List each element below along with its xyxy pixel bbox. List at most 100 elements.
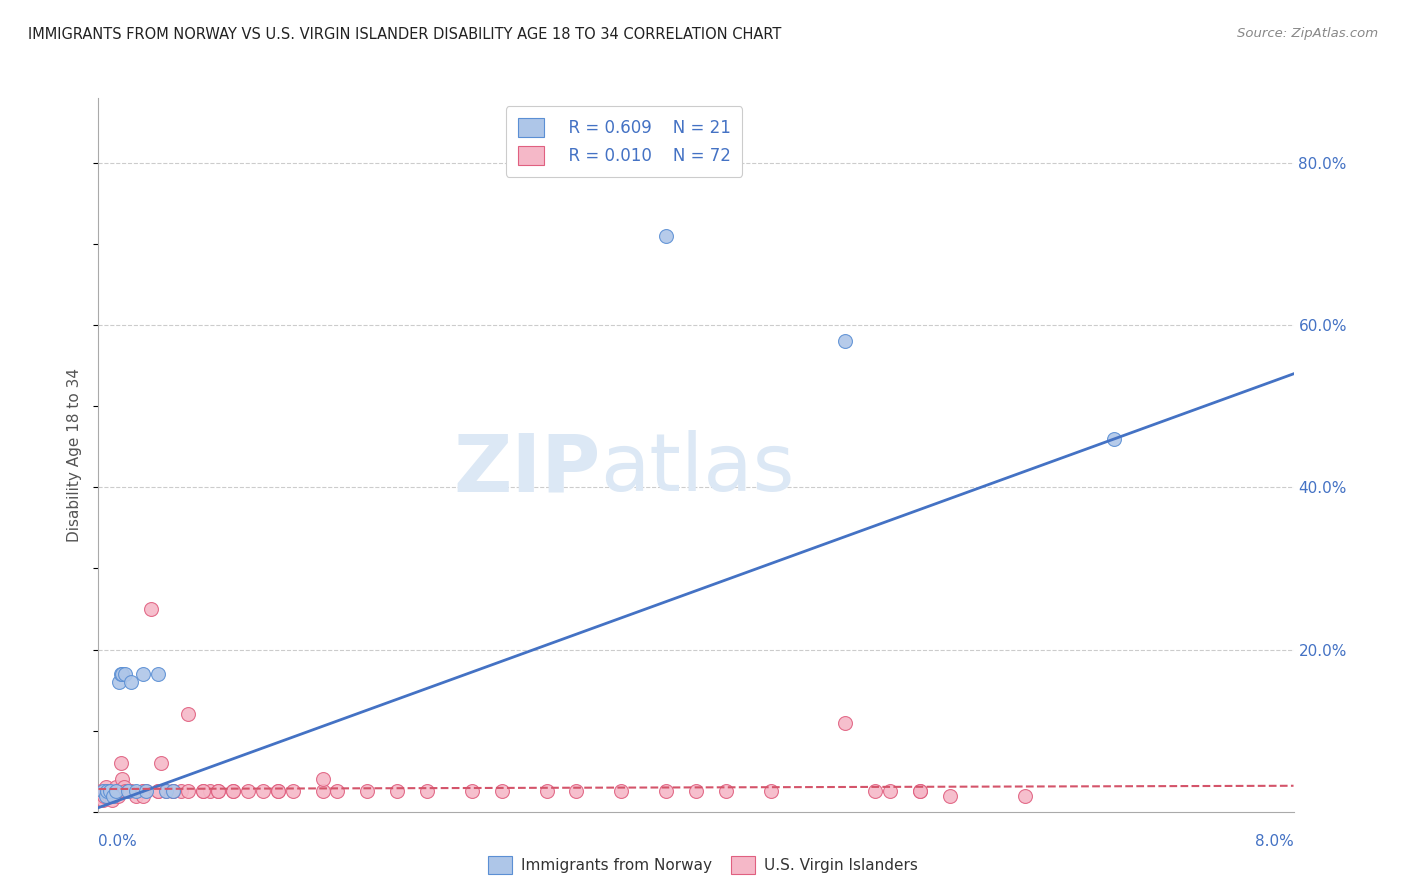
- Point: [111, 772, 134, 787]
- Point: [125, 784, 148, 798]
- Point: [90, 784, 112, 798]
- Text: 0.0%: 0.0%: [98, 834, 138, 849]
- Point: [111, 666, 134, 681]
- Point: [236, 784, 259, 798]
- Point: [94, 789, 117, 803]
- Point: [326, 784, 349, 798]
- Point: [98, 784, 122, 798]
- Text: ZIP: ZIP: [453, 430, 600, 508]
- Point: [91, 784, 114, 798]
- Point: [125, 789, 148, 803]
- Point: [150, 756, 173, 770]
- Point: [169, 784, 191, 798]
- Legend:   R = 0.609    N = 21,   R = 0.010    N = 72: R = 0.609 N = 21, R = 0.010 N = 72: [506, 106, 742, 177]
- Point: [117, 784, 139, 798]
- Point: [655, 784, 678, 798]
- Legend: Immigrants from Norway, U.S. Virgin Islanders: Immigrants from Norway, U.S. Virgin Isla…: [482, 850, 924, 880]
- Point: [114, 784, 136, 798]
- Point: [114, 666, 136, 681]
- Point: [222, 784, 245, 798]
- Point: [103, 789, 125, 803]
- Point: [132, 784, 155, 798]
- Point: [104, 784, 127, 798]
- Point: [155, 784, 177, 798]
- Point: [714, 784, 737, 798]
- Point: [200, 784, 222, 798]
- Point: [148, 784, 170, 798]
- Point: [120, 675, 142, 690]
- Point: [105, 780, 128, 795]
- Point: [162, 784, 184, 798]
- Point: [98, 784, 122, 798]
- Point: [110, 666, 132, 681]
- Point: [110, 756, 132, 770]
- Point: [939, 789, 962, 803]
- Point: [685, 784, 707, 798]
- Point: [103, 789, 125, 803]
- Point: [89, 789, 111, 803]
- Point: [105, 784, 128, 798]
- Point: [162, 784, 184, 798]
- Point: [385, 784, 409, 798]
- Point: [103, 789, 125, 803]
- Point: [139, 602, 162, 616]
- Point: [91, 792, 114, 806]
- Point: [1014, 789, 1036, 803]
- Point: [1102, 432, 1125, 446]
- Point: [191, 784, 214, 798]
- Point: [148, 666, 170, 681]
- Point: [834, 715, 856, 730]
- Point: [908, 784, 931, 798]
- Point: [267, 784, 290, 798]
- Point: [908, 784, 931, 798]
- Point: [655, 229, 678, 244]
- Point: [416, 784, 439, 798]
- Point: [177, 707, 200, 722]
- Point: [135, 784, 157, 798]
- Point: [207, 784, 229, 798]
- Point: [834, 334, 856, 349]
- Point: [879, 784, 901, 798]
- Text: IMMIGRANTS FROM NORWAY VS U.S. VIRGIN ISLANDER DISABILITY AGE 18 TO 34 CORRELATI: IMMIGRANTS FROM NORWAY VS U.S. VIRGIN IS…: [28, 27, 782, 42]
- Point: [107, 789, 129, 803]
- Point: [94, 784, 117, 798]
- Point: [863, 784, 886, 798]
- Point: [207, 784, 229, 798]
- Point: [117, 784, 139, 798]
- Point: [191, 784, 214, 798]
- Point: [108, 784, 131, 798]
- Point: [101, 792, 124, 806]
- Point: [97, 789, 120, 803]
- Point: [267, 784, 290, 798]
- Point: [148, 784, 170, 798]
- Point: [281, 784, 304, 798]
- Point: [759, 784, 782, 798]
- Point: [610, 784, 633, 798]
- Point: [311, 772, 333, 787]
- Point: [108, 675, 131, 690]
- Point: [491, 784, 513, 798]
- Text: 8.0%: 8.0%: [1254, 834, 1294, 849]
- Point: [132, 789, 155, 803]
- Point: [461, 784, 484, 798]
- Point: [117, 784, 139, 798]
- Text: atlas: atlas: [600, 430, 794, 508]
- Point: [177, 784, 200, 798]
- Point: [135, 784, 157, 798]
- Point: [162, 784, 184, 798]
- Point: [565, 784, 588, 798]
- Point: [96, 784, 118, 798]
- Point: [222, 784, 245, 798]
- Point: [93, 789, 115, 803]
- Point: [120, 784, 142, 798]
- Point: [132, 784, 155, 798]
- Point: [132, 666, 155, 681]
- Y-axis label: Disability Age 18 to 34: Disability Age 18 to 34: [67, 368, 83, 542]
- Point: [536, 784, 558, 798]
- Point: [311, 784, 333, 798]
- Text: Source: ZipAtlas.com: Source: ZipAtlas.com: [1237, 27, 1378, 40]
- Point: [94, 780, 117, 795]
- Point: [155, 784, 177, 798]
- Point: [96, 784, 118, 798]
- Point: [356, 784, 378, 798]
